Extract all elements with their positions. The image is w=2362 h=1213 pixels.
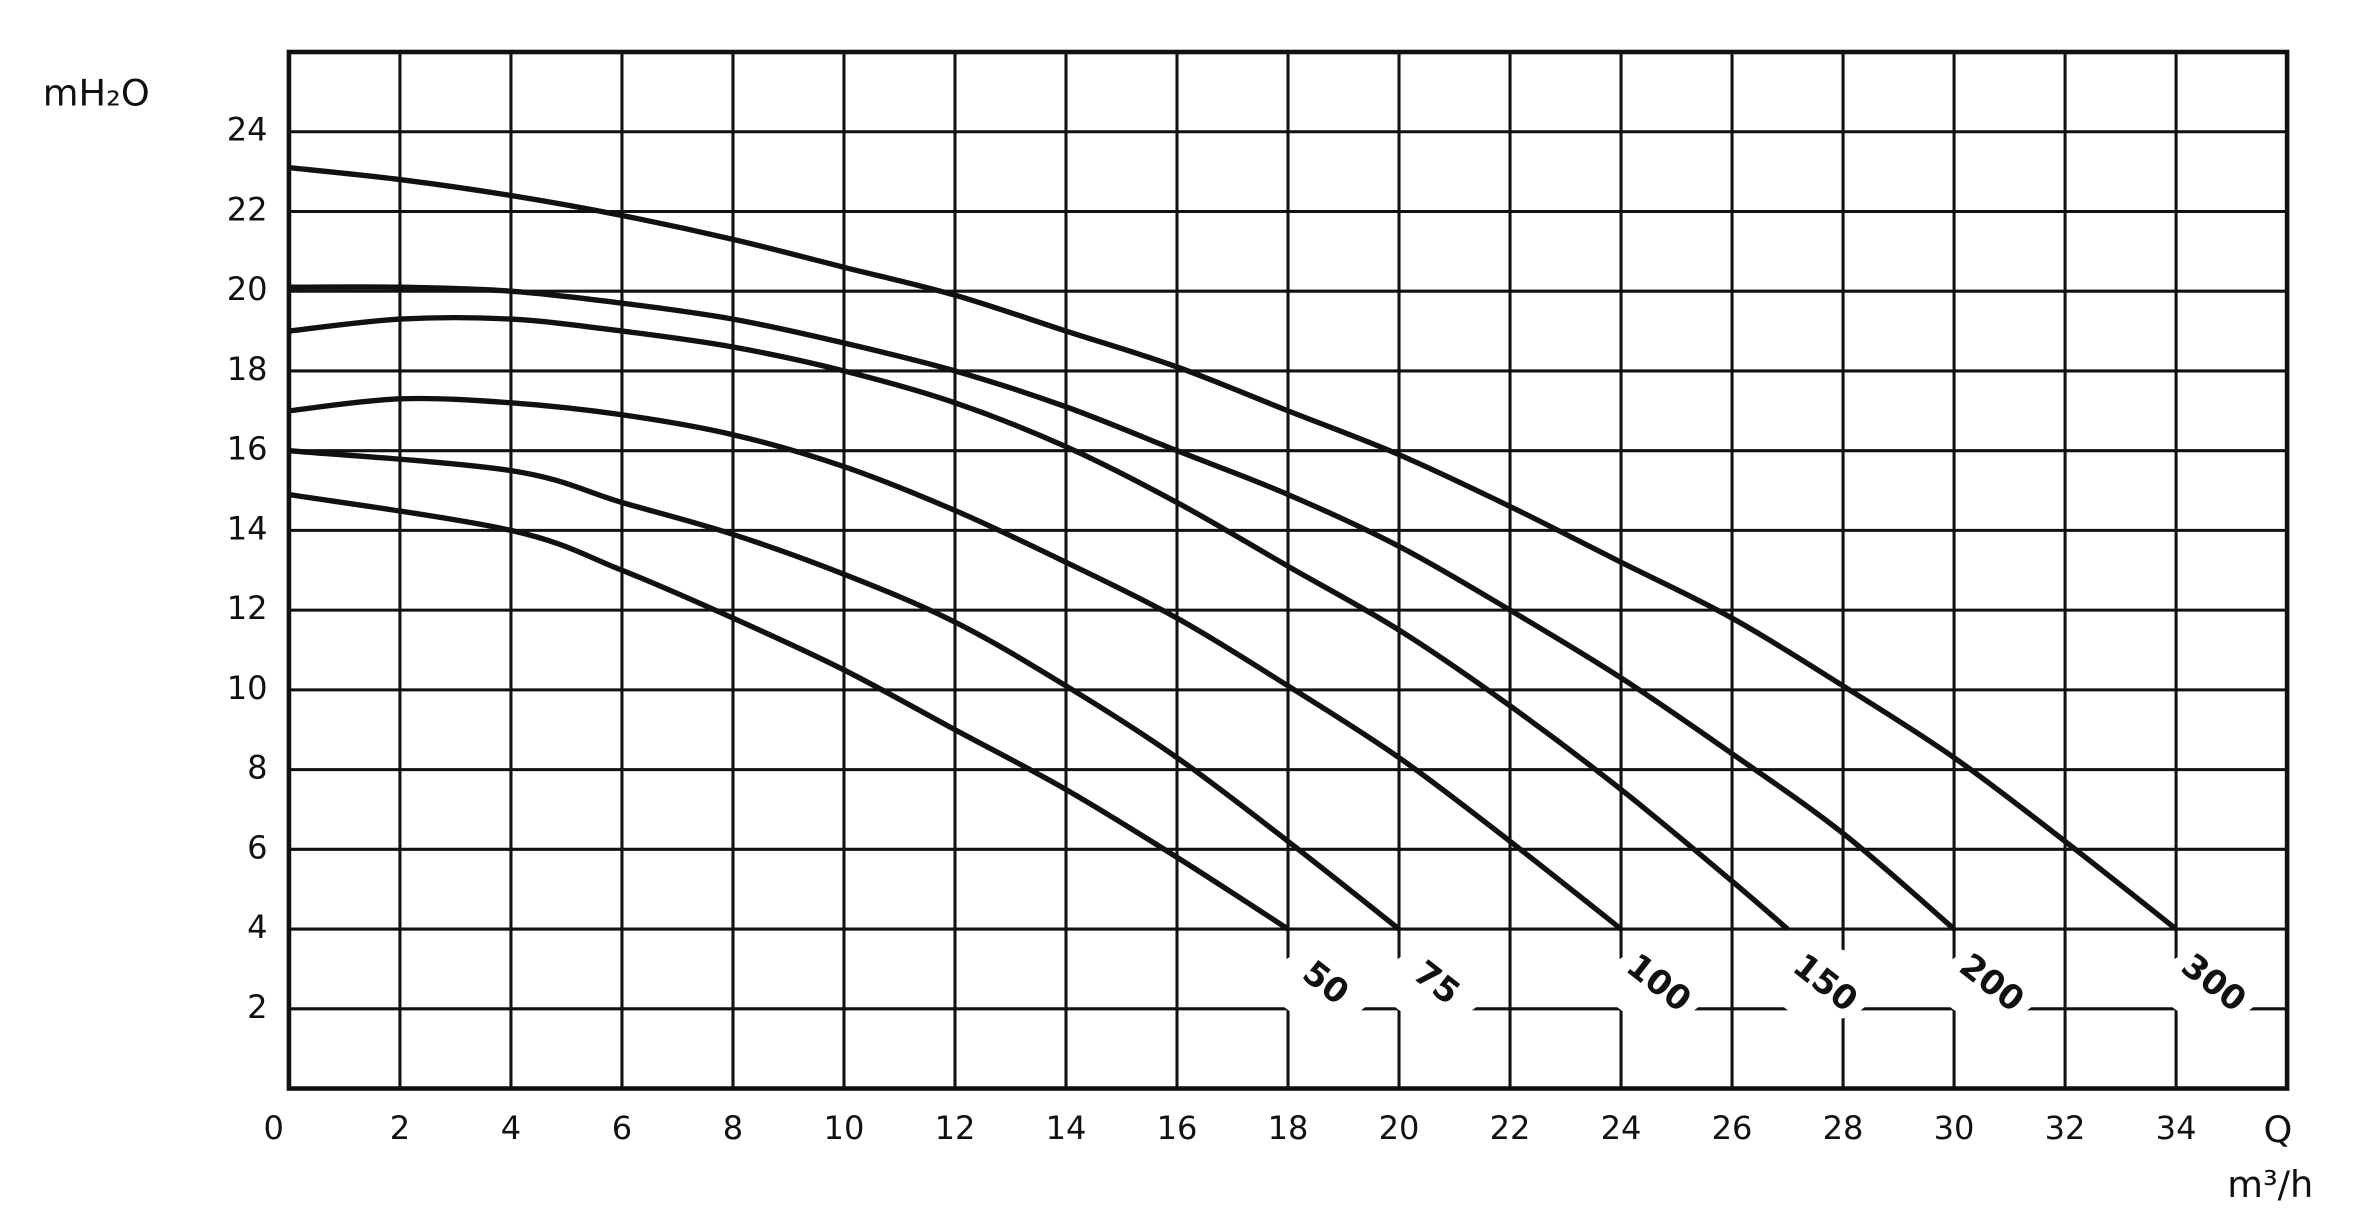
curve-label-bg xyxy=(1605,947,1710,1021)
y-tick-label: 16 xyxy=(227,430,268,468)
y-tick-label: 4 xyxy=(247,908,267,946)
x-axis-label: Q xyxy=(2263,1108,2292,1151)
y-tick-label: 6 xyxy=(247,828,267,866)
x-axis-unit: m³/h xyxy=(2227,1163,2313,1206)
pump-curve xyxy=(288,164,2178,932)
x-tick-label: 30 xyxy=(1934,1109,1975,1147)
y-tick-label: 14 xyxy=(227,509,268,547)
x-tick-label: 20 xyxy=(1379,1109,1420,1147)
x-tick-label: 4 xyxy=(501,1109,521,1147)
x-tick-label: 16 xyxy=(1157,1109,1198,1147)
y-tick-label: 10 xyxy=(227,669,268,707)
x-tick-label: 0 xyxy=(263,1109,283,1147)
y-axis-label: mH₂O xyxy=(43,71,150,114)
x-tick-label: 6 xyxy=(612,1109,632,1147)
y-tick-label: 20 xyxy=(227,270,268,308)
y-tick-label: 2 xyxy=(247,988,267,1026)
x-tick-label: 2 xyxy=(390,1109,410,1147)
x-tick-label: 8 xyxy=(723,1109,743,1147)
pump-curve xyxy=(288,395,1623,932)
x-tick-label: 34 xyxy=(2156,1109,2197,1147)
x-tick-label: 28 xyxy=(1823,1109,1864,1147)
x-tick-label: 10 xyxy=(824,1109,865,1147)
x-tick-label: 24 xyxy=(1601,1109,1642,1147)
y-tick-label: 22 xyxy=(227,190,268,228)
y-tick-label: 24 xyxy=(227,111,268,149)
y-tick-label: 18 xyxy=(227,350,268,388)
curve-label-bg xyxy=(1272,947,1377,1021)
x-tick-label: 14 xyxy=(1046,1109,1087,1147)
curve-label-bg xyxy=(1383,947,1488,1021)
x-tick-label: 32 xyxy=(2045,1109,2086,1147)
plot-frame xyxy=(286,49,2290,1091)
x-tick-label: 18 xyxy=(1268,1109,1309,1147)
pump-curve xyxy=(288,448,1401,932)
curve-label-bg xyxy=(1938,947,2043,1021)
y-tick-label: 12 xyxy=(227,589,268,627)
pump-curve xyxy=(288,284,1956,932)
y-tick-label: 8 xyxy=(247,749,267,787)
pump-curve xyxy=(288,491,1290,932)
pump-curve xyxy=(288,314,1790,932)
x-tick-label: 12 xyxy=(935,1109,976,1147)
curve-label-bg xyxy=(2160,947,2265,1021)
curve-label-bg xyxy=(1772,947,1877,1021)
x-tick-label: 26 xyxy=(1712,1109,1753,1147)
x-tick-label: 22 xyxy=(1490,1109,1531,1147)
